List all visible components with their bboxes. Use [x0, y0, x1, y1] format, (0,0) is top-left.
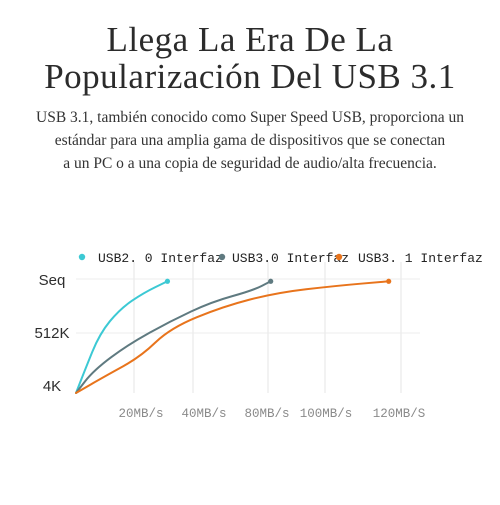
y-tick-label: Seq — [39, 272, 66, 289]
x-tick-label: 20MB/s — [118, 407, 163, 421]
x-tick-label: 120MB/S — [373, 407, 426, 421]
description-line-1: USB 3.1, también conocido como Super Spe… — [36, 109, 464, 126]
series-line — [75, 280, 272, 394]
grid-layer — [76, 262, 420, 393]
series-end-dot — [268, 278, 274, 284]
page-title-line-1: Llega La Era De La — [106, 20, 394, 59]
legend-label: USB3. 1 Interfaz — [358, 251, 483, 266]
description-line-2: estándar para una amplia gama de disposi… — [54, 132, 446, 149]
series-end-dot — [386, 278, 392, 284]
description-line-3: a un PC o a una copia de seguridad de au… — [63, 155, 437, 172]
legend-marker — [218, 253, 226, 261]
series-layer — [75, 278, 392, 394]
page-title-line-2: Popularización Del USB 3.1 — [44, 57, 456, 96]
series-end-dot — [164, 278, 171, 284]
legend-layer: USB2. 0 Interfaz USB3.0 Interfaz USB3. 1 I… — [78, 251, 483, 266]
series-line — [75, 280, 390, 394]
y-tick-label: 4K — [43, 378, 61, 395]
series-line — [75, 280, 169, 394]
legend-marker — [78, 253, 86, 261]
legend-label: USB2. 0 Interfaz — [98, 251, 223, 266]
legend-marker — [335, 253, 343, 261]
x-tick-label: 80MB/s — [244, 407, 289, 421]
x-tick-label: 100MB/s — [300, 407, 353, 421]
legend-label: USB3.0 Interfaz — [232, 251, 349, 266]
description-text: USB 3.1, también conocido como Super Spe… — [10, 106, 490, 175]
axis-layer: 20MB/s 40MB/s 80MB/s 100MB/s 120MB/S Seq 512K 4… — [34, 272, 425, 421]
y-tick-label: 512K — [34, 325, 69, 342]
x-tick-label: 40MB/s — [181, 407, 226, 421]
